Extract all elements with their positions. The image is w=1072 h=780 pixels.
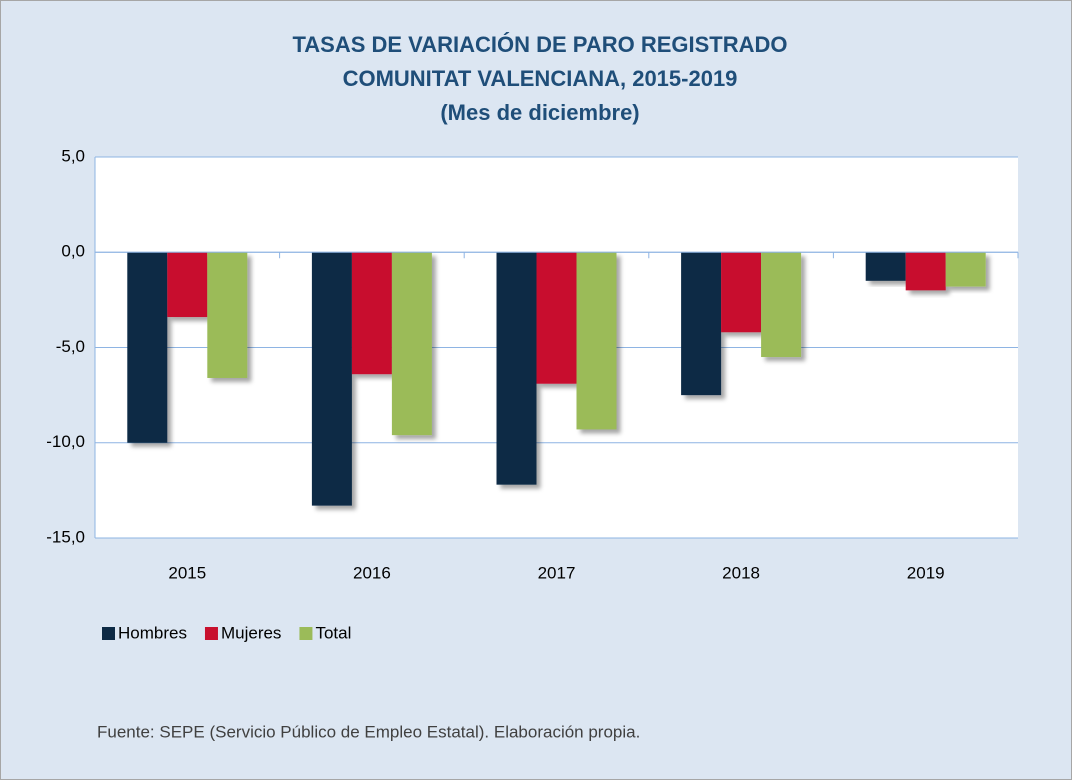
bar [536,252,577,384]
bar [945,252,986,287]
chart-title: COMUNITAT VALENCIANA, 2015-2019 [343,66,738,91]
bar [865,252,906,281]
x-tick-label: 2018 [722,563,760,582]
legend-swatch [204,627,218,640]
legend-swatch [299,627,313,640]
y-tick-label: 5,0 [61,146,85,165]
y-tick-label: -10,0 [46,432,85,451]
x-tick-label: 2016 [353,563,391,582]
bar [167,252,208,318]
bar [207,252,248,378]
bar [576,252,617,430]
legend-swatch [102,627,115,640]
chart-title: (Mes de diciembre) [440,100,639,125]
legend-label: Hombres [118,623,187,642]
legend-label: Mujeres [221,623,281,642]
chart-title: TASAS DE VARIACIÓN DE PARO REGISTRADO [292,32,787,57]
bar [496,252,537,485]
y-tick-label: 0,0 [61,242,85,261]
y-tick-label: -5,0 [56,337,85,356]
bar [681,252,722,396]
bar [127,252,168,443]
y-tick-label: -15,0 [46,527,85,546]
bar [721,252,762,333]
bar [351,252,392,375]
x-tick-label: 2015 [168,563,206,582]
source-note: Fuente: SEPE (Servicio Público de Empleo… [97,722,640,741]
bar [905,252,946,291]
bar [761,252,802,358]
bar [391,252,432,436]
x-tick-label: 2017 [538,563,576,582]
bar [311,252,352,506]
x-tick-label: 2019 [907,563,945,582]
legend-label: Total [315,623,351,642]
